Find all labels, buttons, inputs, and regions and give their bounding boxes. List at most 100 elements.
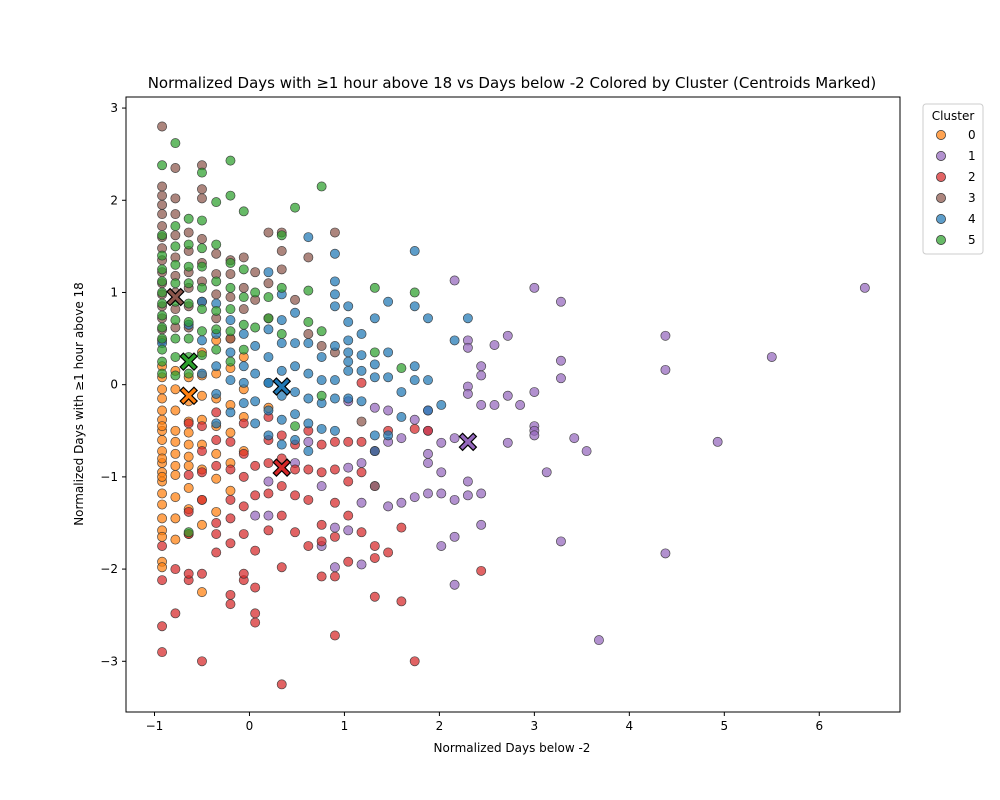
- data-point-cluster-5: [211, 344, 222, 355]
- data-point-cluster-5: [170, 315, 181, 326]
- data-point-cluster-4: [225, 375, 236, 386]
- data-point-cluster-5: [225, 282, 236, 293]
- data-point-cluster-0: [157, 531, 168, 542]
- data-point-cluster-1: [462, 476, 473, 487]
- data-point-cluster-4: [396, 411, 407, 422]
- data-point-cluster-5: [238, 292, 249, 303]
- data-point-cluster-4: [290, 307, 300, 318]
- data-point-cluster-2: [211, 547, 222, 558]
- data-point-cluster-2: [343, 556, 354, 567]
- centroid-marker-cluster-3: [166, 287, 185, 307]
- data-point-cluster-2: [276, 679, 287, 690]
- data-point-cluster-2: [290, 490, 300, 501]
- data-point-cluster-4: [263, 352, 274, 362]
- data-point-cluster-2: [157, 575, 168, 586]
- data-point-cluster-3: [276, 246, 287, 256]
- y-tick-label: −3: [100, 654, 118, 668]
- data-point-cluster-0: [225, 427, 236, 438]
- data-point-cluster-0: [170, 448, 181, 459]
- data-point-cluster-2: [225, 513, 236, 524]
- data-point-cluster-2: [276, 562, 287, 573]
- data-point-cluster-1: [541, 467, 552, 478]
- data-point-cluster-1: [489, 400, 500, 410]
- data-point-cluster-1: [423, 458, 433, 468]
- data-point-cluster-5: [211, 239, 222, 250]
- data-point-cluster-2: [197, 656, 207, 667]
- data-point-cluster-1: [766, 352, 777, 362]
- data-point-cluster-5: [369, 282, 380, 293]
- x-tick-label: 2: [436, 719, 444, 733]
- data-point-cluster-5: [276, 282, 287, 293]
- data-point-cluster-2: [225, 589, 236, 600]
- data-point-cluster-0: [157, 453, 168, 464]
- data-point-cluster-5: [183, 317, 194, 327]
- data-point-cluster-2: [225, 436, 236, 447]
- data-point-cluster-1: [462, 490, 473, 501]
- data-point-cluster-1: [396, 433, 407, 444]
- data-point-cluster-5: [250, 322, 261, 333]
- data-point-cluster-4: [343, 301, 354, 312]
- data-point-cluster-1: [356, 497, 367, 508]
- data-point-cluster-2: [329, 497, 340, 508]
- y-tick-label: −1: [100, 470, 118, 484]
- data-point-cluster-5: [170, 241, 181, 252]
- data-point-cluster-1: [556, 373, 566, 384]
- data-point-cluster-5: [157, 368, 168, 379]
- data-point-cluster-3: [250, 267, 261, 278]
- data-point-cluster-5: [396, 363, 407, 374]
- data-point-cluster-2: [316, 571, 327, 582]
- data-point-cluster-1: [556, 296, 566, 307]
- data-point-cluster-2: [238, 568, 249, 579]
- data-point-cluster-0: [197, 587, 207, 598]
- y-axis-label: Normalized Days with ≥1 hour above 18: [72, 282, 86, 526]
- data-point-cluster-4: [462, 313, 473, 324]
- data-point-cluster-5: [316, 326, 327, 337]
- data-point-cluster-4: [211, 418, 222, 429]
- y-axis-ticks: −3 −2 −1 0 1 2 3: [100, 101, 126, 668]
- data-point-cluster-5: [238, 344, 249, 355]
- data-point-cluster-0: [183, 439, 194, 450]
- data-point-cluster-3: [316, 341, 327, 351]
- data-point-cluster-3: [170, 230, 181, 241]
- x-axis-label: Normalized Days below -2: [434, 741, 591, 755]
- data-point-cluster-5: [197, 167, 207, 178]
- data-point-cluster-3: [211, 248, 222, 259]
- data-point-cluster-5: [316, 390, 327, 401]
- data-point-cluster-4: [225, 347, 236, 358]
- data-point-cluster-4: [409, 375, 420, 386]
- data-point-cluster-4: [356, 350, 367, 361]
- data-point-cluster-0: [170, 460, 181, 471]
- centroid-marker-cluster-0: [179, 386, 199, 406]
- y-tick-label: 1: [110, 285, 118, 299]
- centroid-marker-cluster-5: [179, 352, 199, 371]
- data-point-cluster-2: [369, 541, 380, 551]
- data-point-cluster-0: [170, 425, 181, 436]
- data-point-cluster-0: [197, 519, 207, 530]
- data-point-cluster-5: [183, 298, 194, 309]
- data-point-cluster-2: [290, 527, 300, 538]
- data-point-cluster-3: [225, 269, 236, 279]
- data-point-cluster-2: [250, 608, 261, 619]
- data-point-cluster-4: [329, 289, 340, 300]
- data-point-cluster-2: [238, 529, 249, 539]
- y-tick-label: 0: [110, 378, 118, 392]
- x-tick-label: 1: [341, 719, 349, 733]
- data-point-cluster-2: [476, 565, 487, 576]
- data-point-cluster-4: [290, 409, 300, 420]
- data-point-cluster-1: [660, 548, 671, 559]
- data-point-cluster-4: [423, 375, 433, 386]
- data-point-cluster-5: [183, 368, 194, 379]
- legend-label-cluster-3: 3: [968, 191, 976, 205]
- data-point-cluster-1: [436, 488, 447, 499]
- data-point-cluster-0: [170, 534, 181, 545]
- data-point-cluster-2: [238, 448, 249, 459]
- data-point-cluster-0: [170, 405, 181, 416]
- data-point-cluster-5: [276, 230, 287, 241]
- data-point-cluster-2: [197, 421, 207, 432]
- data-point-cluster-4: [238, 361, 249, 372]
- data-point-cluster-4: [369, 359, 380, 370]
- data-point-cluster-3: [238, 282, 249, 293]
- legend-marker-cluster-3: [936, 193, 946, 203]
- data-point-cluster-4: [343, 393, 354, 404]
- data-point-cluster-3: [157, 121, 168, 132]
